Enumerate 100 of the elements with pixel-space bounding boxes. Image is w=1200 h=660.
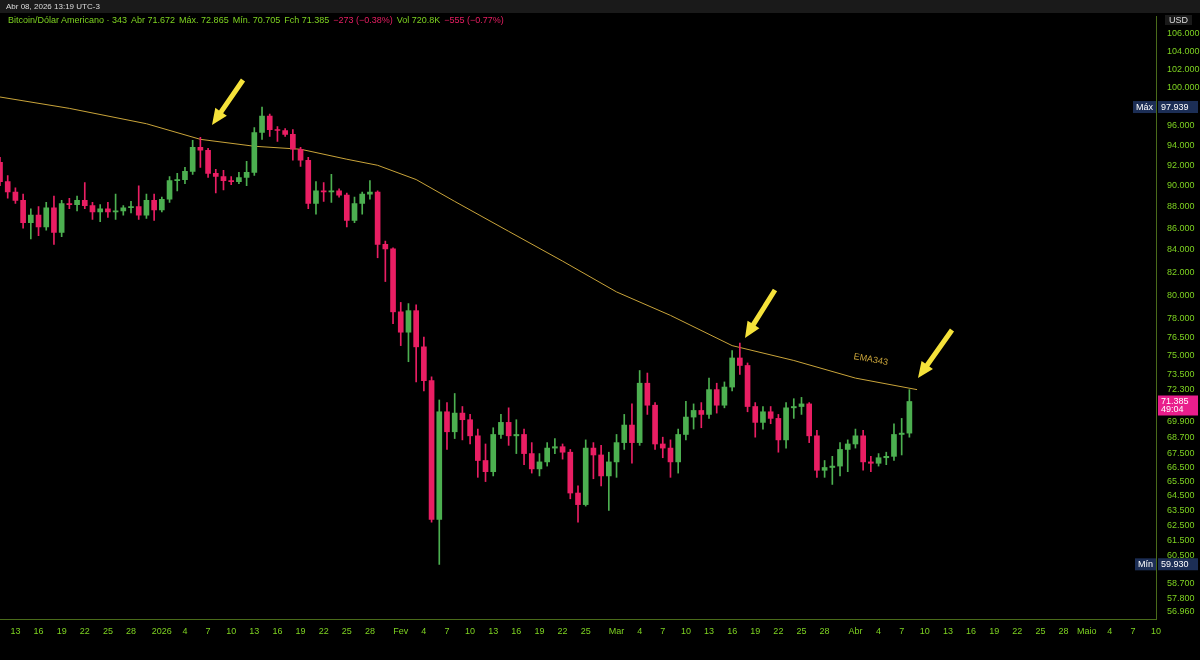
annotation: Mín. 70.705 [232,15,281,25]
annotation: Vol 720.8K [396,15,441,25]
candlestick [97,204,104,222]
y-tick-label: 86.000 [1167,222,1195,233]
y-tick-label: 63.500 [1167,504,1195,515]
y-tick-label: 57.800 [1167,592,1195,603]
x-tick-label: 4 [876,626,882,637]
candlestick [212,169,219,194]
x-tick-label: 19 [534,626,545,637]
x-tick-label: 13 [249,626,260,637]
y-tick-label: 66.500 [1167,461,1195,472]
x-tick-label: 13 [488,626,499,637]
x-tick-label: 28 [126,626,137,637]
candlestick [698,402,705,429]
annotation: Máx. 72.865 [179,15,229,25]
x-tick-label: 13 [942,626,953,637]
x-tick-label: 19 [295,626,306,637]
annotation: Máx 97.939 [1136,101,1189,112]
annotation: Mín 59.930 [1138,558,1189,569]
x-tick-label: 22 [318,626,329,637]
annotation: −273 (−0.38%) [333,15,393,25]
x-tick-label: 16 [33,626,44,637]
y-tick-label: 65.500 [1167,476,1195,487]
x-tick-label: 25 [341,626,352,637]
y-tick-label: 62.500 [1167,519,1195,530]
x-tick-label: 28 [1058,626,1069,637]
candlestick [228,176,235,186]
candlestick [790,398,797,419]
y-tick-label: 68.700 [1167,431,1195,442]
x-tick-label: 4 [1107,626,1113,637]
x-tick-label: Maio [1076,626,1097,637]
x-tick-label: 22 [1012,626,1023,637]
candlestick [898,418,905,456]
x-tick-label: 16 [966,626,977,637]
candlestick [844,439,851,473]
x-tick-label: 25 [1035,626,1046,637]
annotation: Fch 71.385 [284,15,330,25]
y-tick-label: 102.000 [1167,63,1200,74]
candlestick [868,456,874,473]
y-tick-label: 78.000 [1167,313,1195,324]
candlestick [174,173,181,192]
x-tick-label: 7 [660,626,666,637]
candlestick [737,342,743,375]
chart-title: Bitcoin/Dólar Americano · 343 [8,15,128,25]
x-tick-label: 2026 [151,626,172,637]
candlestick [606,451,612,511]
y-tick-label: 56.960 [1167,606,1195,617]
x-tick-label: 19 [56,626,67,637]
text: EMA343 [852,351,889,368]
x-tick-label: 10 [226,626,237,637]
y-tick-label: 96.000 [1167,120,1195,131]
annotation: Abr 71.672 [131,15,176,25]
x-tick-label: 25 [102,626,113,637]
x-tick-label: Mar [608,626,625,637]
x-tick-label: 25 [796,626,807,637]
x-tick-label: 10 [465,626,476,637]
candlestick [829,456,836,485]
y-tick-label: 67.500 [1167,448,1195,459]
y-tick-label: 73.500 [1167,368,1195,379]
y-tick-label: 64.500 [1167,490,1195,501]
x-tick-label: 10 [1150,626,1162,637]
x-tick-label: 13 [10,626,21,637]
y-tick-label: 84.000 [1167,244,1195,255]
x-tick-label: 16 [511,626,522,637]
x-tick-label: 10 [919,626,930,637]
y-tick-label: 69.900 [1167,415,1195,426]
x-tick-label: 22 [557,626,568,637]
y-axis-title: USD [1164,15,1192,25]
x-tick-label: 22 [79,626,90,637]
candlestick [28,208,34,240]
text: Abr 08, 2026 13:19 UTC-3 [0,0,1200,13]
y-tick-label: 88.000 [1167,201,1195,212]
x-tick-label: 19 [989,626,1000,637]
x-tick-label: 7 [205,626,211,637]
y-tick-label: 58.700 [1167,578,1195,589]
x-tick-label: 4 [421,626,427,637]
y-tick-label: 106.000 [1167,27,1200,38]
x-tick-label: 7 [899,626,905,637]
x-tick-label: 4 [637,626,643,637]
candlestick [105,202,111,218]
y-tick-label: 94.000 [1167,139,1195,150]
y-tick-label: 90.000 [1167,180,1195,191]
text: 71.385 49:04 [1161,395,1189,414]
x-tick-label: 4 [182,626,188,637]
y-tick-label: 100.000 [1167,82,1200,93]
candlestick [128,201,134,214]
x-tick-label: 25 [580,626,591,637]
y-tick-label: 60.500 [1167,550,1195,560]
y-tick-label: 82.000 [1167,266,1195,277]
x-tick-label: 22 [773,626,784,637]
candlestick [81,182,88,210]
x-tick-label: 19 [750,626,761,637]
y-tick-label: 76.500 [1167,331,1195,342]
y-tick-label: 80.000 [1167,289,1195,300]
x-tick-label: 10 [680,626,691,637]
candlestick [552,438,558,454]
annotation: −555 (−0.77%) [444,15,504,25]
x-tick-label: 7 [444,626,450,637]
x-tick-label: Fev [393,626,409,637]
y-tick-label: 72.300 [1167,384,1195,395]
